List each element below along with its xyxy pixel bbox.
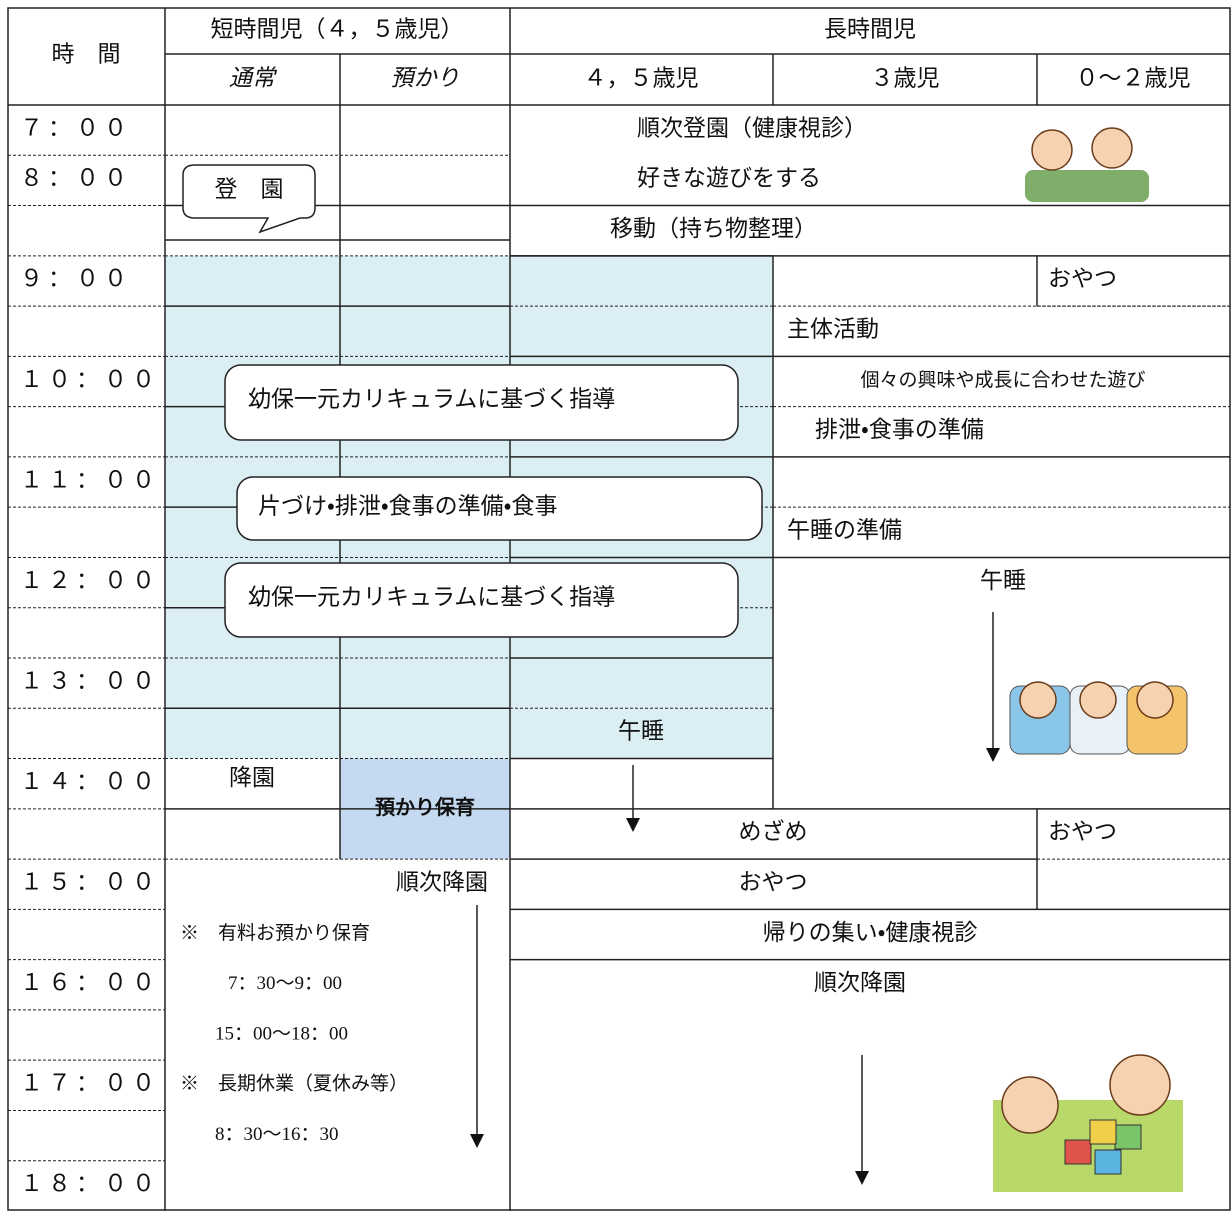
header-columns: 通常 [229, 65, 278, 90]
table-border [7, 7, 1231, 1211]
illustration [1019, 681, 1057, 719]
illustration [1089, 1119, 1117, 1145]
illustration [1025, 170, 1149, 202]
illustration [1064, 1139, 1092, 1165]
long-morning: 順次登園（健康視診） [637, 115, 867, 140]
times: ９：００ [20, 266, 132, 291]
arrow-head [626, 818, 640, 832]
callout [236, 476, 763, 541]
header-columns: 預かり [391, 65, 460, 90]
arrow-head [986, 748, 1000, 762]
short-sequential_leave: 順次降園 [396, 870, 488, 895]
long-wake: めざめ [739, 818, 808, 844]
header-time: 時 間 [52, 41, 121, 66]
short-arrival: 登 園 [215, 176, 284, 201]
long-snack_infant: おやつ [1048, 266, 1117, 291]
long-nap_45: 午睡 [618, 719, 664, 744]
header-long_group: 長時間児 [824, 16, 916, 41]
times: ７：００ [20, 115, 132, 140]
short-leave: 降園 [229, 765, 275, 790]
illustration [1031, 129, 1073, 171]
shared: 片づけ・排泄・食事の準備・食事 [258, 493, 557, 518]
long-main_activity: 主体活動 [787, 317, 879, 342]
long-morning: 移動（持ち物整理） [610, 216, 817, 241]
illustration [1114, 1124, 1142, 1150]
shared: 幼保一元カリキュラムに基づく指導 [248, 386, 615, 411]
illustration [1094, 1149, 1122, 1175]
header-short_group: 短時間児（４，５歳児） [211, 16, 464, 41]
callout [224, 364, 739, 441]
times: １７：００ [20, 1071, 160, 1096]
speech-bubble [182, 164, 316, 234]
times: １５：００ [20, 870, 160, 895]
long-nap: 午睡 [980, 568, 1026, 593]
times: １６：００ [20, 970, 160, 995]
arrow-head [470, 1134, 484, 1148]
times: １４：００ [20, 769, 160, 794]
times: ８：００ [20, 166, 132, 191]
illustration [1136, 681, 1174, 719]
arrow-head [855, 1171, 869, 1185]
short-notes: ※ 長期休業（夏休み等） [180, 1073, 408, 1095]
illustration [1001, 1076, 1059, 1134]
illustration [1109, 1054, 1171, 1116]
long-gathering: 帰りの集い・健康視診 [763, 920, 978, 945]
short-notes: ※ 有料お預かり保育 [180, 922, 370, 944]
long-morning: 好きな遊びをする [637, 166, 821, 191]
callout [224, 562, 739, 638]
header-columns: ４，５歳児 [584, 65, 699, 90]
short-care: 預かり保育 [375, 796, 475, 819]
times: １０：００ [20, 367, 160, 392]
times: １８：００ [20, 1171, 160, 1196]
short-notes: 15：00～18：00 [215, 1023, 348, 1044]
header-columns: ０～２歳児 [1076, 65, 1191, 90]
long-prep_meal: 排泄・食事の準備 [815, 417, 984, 442]
times: １３：００ [20, 668, 160, 693]
shared: 幼保一元カリキュラムに基づく指導 [248, 584, 615, 609]
illustration [1091, 127, 1133, 169]
long-prep_nap: 午睡の準備 [787, 518, 902, 543]
short-notes: 8：30～16：30 [215, 1124, 339, 1145]
long-snack: おやつ [739, 870, 808, 895]
times: １２：００ [20, 568, 160, 593]
header-columns: ３歳児 [871, 65, 940, 90]
long-play: 個々の興味や成長に合わせた遊び [860, 369, 1145, 391]
illustration [1079, 681, 1117, 719]
times: １１：００ [20, 467, 160, 492]
long-sequential_leave: 順次降園 [814, 970, 906, 995]
long-snack_infant_pm: おやつ [1048, 819, 1117, 844]
short-notes: 7：30～9：00 [228, 973, 342, 994]
